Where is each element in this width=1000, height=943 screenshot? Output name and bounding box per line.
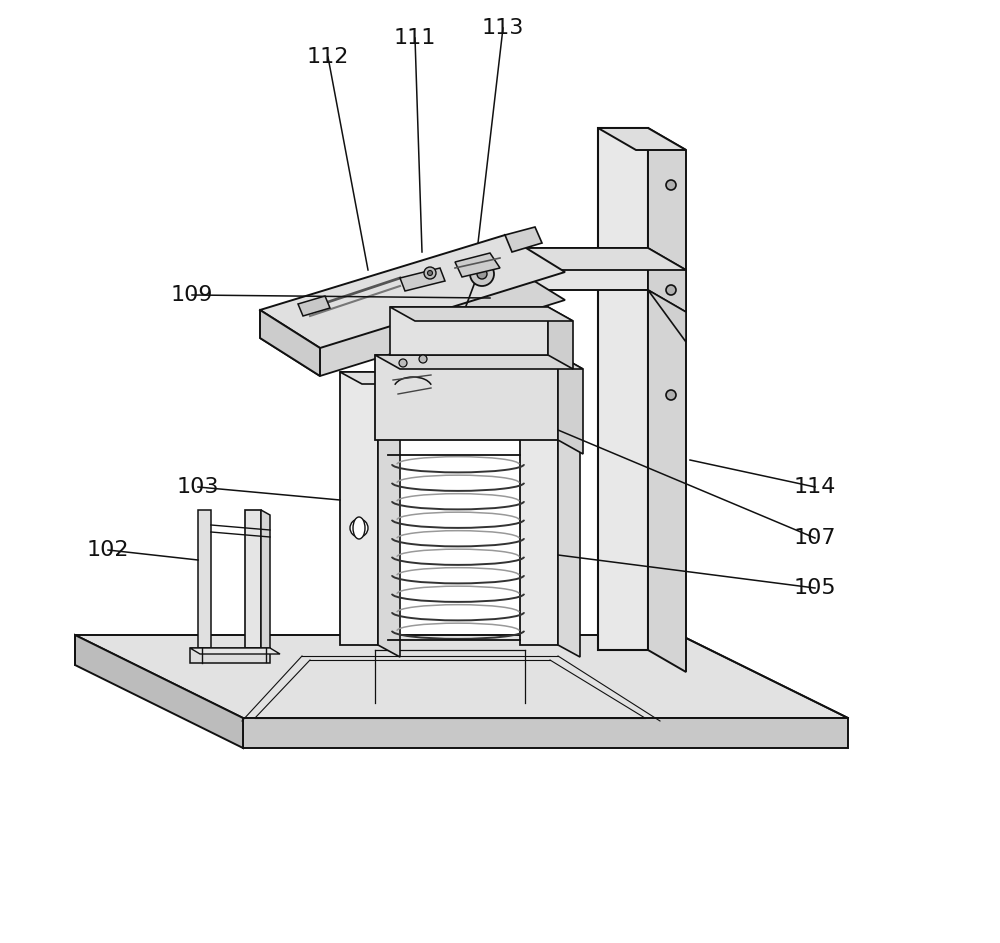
Polygon shape <box>520 372 558 645</box>
Polygon shape <box>400 268 445 291</box>
Polygon shape <box>648 290 686 342</box>
Polygon shape <box>198 510 211 648</box>
Polygon shape <box>480 248 518 312</box>
Polygon shape <box>648 128 686 672</box>
Polygon shape <box>598 128 648 650</box>
Circle shape <box>399 359 407 367</box>
Text: 113: 113 <box>482 18 524 38</box>
Polygon shape <box>190 648 270 663</box>
Circle shape <box>666 180 676 190</box>
Polygon shape <box>260 310 320 376</box>
Polygon shape <box>375 355 583 369</box>
Circle shape <box>350 519 368 537</box>
Polygon shape <box>243 718 848 748</box>
Polygon shape <box>260 263 565 376</box>
Polygon shape <box>375 355 558 440</box>
Circle shape <box>424 267 436 279</box>
Polygon shape <box>455 253 500 277</box>
Polygon shape <box>390 307 573 321</box>
Circle shape <box>666 390 676 400</box>
Text: 112: 112 <box>307 47 349 67</box>
Polygon shape <box>558 372 580 657</box>
Polygon shape <box>298 296 330 316</box>
Text: 105: 105 <box>794 578 836 598</box>
Polygon shape <box>261 510 270 653</box>
Text: 102: 102 <box>87 540 129 560</box>
Circle shape <box>477 269 487 279</box>
Ellipse shape <box>353 517 365 539</box>
Circle shape <box>666 285 676 295</box>
Circle shape <box>470 262 494 286</box>
Polygon shape <box>480 248 686 270</box>
Text: 114: 114 <box>794 477 836 497</box>
Polygon shape <box>648 248 686 312</box>
Polygon shape <box>480 248 648 290</box>
Polygon shape <box>340 372 400 384</box>
Text: 107: 107 <box>794 528 836 548</box>
Polygon shape <box>378 372 400 657</box>
Polygon shape <box>260 235 565 348</box>
Polygon shape <box>75 635 848 718</box>
Text: 103: 103 <box>177 477 219 497</box>
Polygon shape <box>75 635 243 748</box>
Text: 111: 111 <box>394 28 436 48</box>
Polygon shape <box>190 648 280 654</box>
Polygon shape <box>548 307 573 369</box>
Polygon shape <box>598 128 686 150</box>
Circle shape <box>428 271 432 275</box>
Polygon shape <box>520 372 580 384</box>
Polygon shape <box>390 307 548 355</box>
Polygon shape <box>505 227 542 252</box>
Text: 109: 109 <box>171 285 213 305</box>
Polygon shape <box>340 372 378 645</box>
Polygon shape <box>558 355 583 454</box>
Polygon shape <box>245 510 261 648</box>
Circle shape <box>419 355 427 363</box>
